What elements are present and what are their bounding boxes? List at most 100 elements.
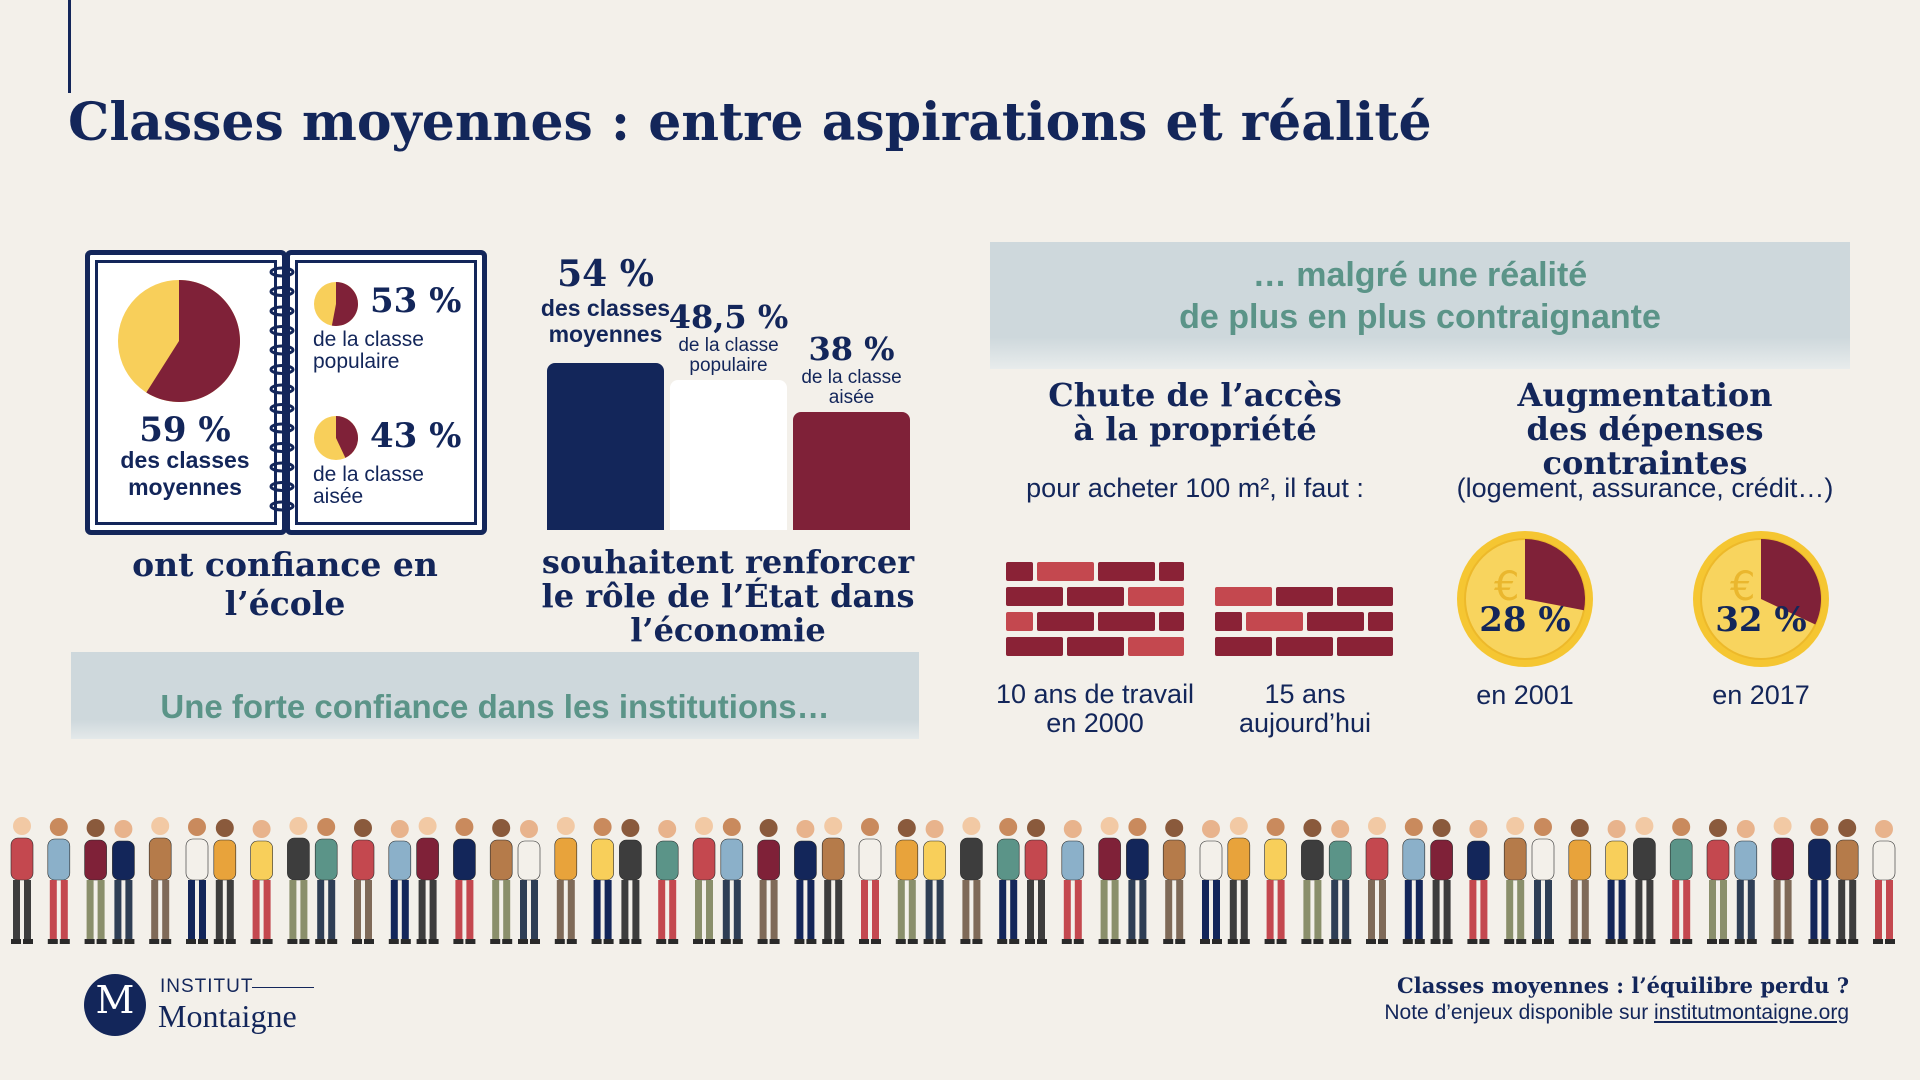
pie-slice-affluent-class: [336, 416, 359, 458]
property-title: Chute de l’accès à la propriété: [985, 378, 1405, 446]
person-figure: [1568, 819, 1592, 944]
coin-2001-year: en 2001: [1476, 680, 1574, 710]
brick: [1246, 612, 1303, 631]
state-bar-pct: 48,5 %: [668, 297, 789, 336]
person-figure: [1734, 820, 1758, 944]
pie-affluent-label: de la classe aisée: [313, 463, 424, 508]
brick: [1006, 612, 1033, 631]
brick: [1006, 637, 1063, 656]
brick: [1128, 587, 1184, 606]
brick: [1215, 612, 1242, 631]
person-figure: [1162, 819, 1186, 944]
page-title: Classes moyennes : entre aspirations et …: [68, 92, 1432, 153]
person-figure: [591, 818, 614, 944]
expenses-subtitle: (logement, assurance, crédit…): [1456, 473, 1834, 503]
person-figure: [757, 819, 780, 944]
state-bar: [547, 362, 664, 530]
spiral-ring: [269, 442, 295, 453]
person-figure: [1808, 818, 1831, 944]
note-line: Note d’enjeux disponible sur institutmon…: [1384, 1001, 1849, 1025]
person-figure: [895, 819, 919, 944]
coin-2001-pct: 28 %: [1479, 600, 1571, 640]
state-bar-label: de la classe populaire: [678, 334, 779, 376]
brick: [1006, 587, 1063, 606]
title-accent-line: [68, 0, 71, 93]
person-figure: [185, 818, 209, 944]
person-figure: [47, 818, 71, 944]
pie-main-label: des classes moyennes: [120, 447, 250, 500]
person-figure: [112, 820, 135, 944]
brick: [1276, 587, 1333, 606]
expenses-title-line1: Augmentation: [1517, 376, 1773, 414]
property-item-today-line2: aujourd’hui: [1238, 708, 1372, 738]
pie-school-popular: [314, 282, 359, 326]
svg-text:€: €: [1730, 564, 1755, 610]
brick: [1215, 637, 1272, 656]
note-prefix: Note d’enjeux disponible sur: [1384, 1001, 1655, 1024]
person-figure: [1098, 817, 1121, 944]
person-figure: [1126, 818, 1149, 944]
person-figure: [996, 818, 1020, 944]
spiral-ring: [269, 344, 295, 356]
note-title: Classes moyennes : l’équilibre perdu ?: [1397, 973, 1849, 998]
state-caption: souhaitent renforcer le rôle de l’État d…: [541, 543, 915, 649]
spiral-ring: [269, 286, 295, 297]
property-item-2000: 10 ans de travail en 2000: [975, 680, 1215, 738]
person-figure: [489, 819, 513, 944]
spiral-ring: [269, 383, 295, 395]
logo-line1: INSTITUT: [160, 976, 254, 997]
coin-slice-2017: [1761, 539, 1822, 625]
institutions-banner-text: Une forte confiance dans les institution…: [160, 688, 830, 725]
person-figure: [213, 819, 237, 944]
svg-text:€: €: [1494, 564, 1519, 610]
person-figure: [351, 819, 375, 944]
logo-rule: [252, 987, 314, 988]
brick: [1215, 587, 1272, 606]
note-link[interactable]: institutmontaigne.org: [1654, 1001, 1849, 1024]
spiral-ring: [269, 325, 295, 336]
person-figure: [1328, 820, 1352, 944]
logo-line2: Montaigne: [158, 998, 297, 1034]
property-item-today: 15 ans aujourd’hui: [1195, 680, 1415, 738]
state-bar: [793, 412, 910, 530]
person-figure: [1402, 818, 1426, 944]
person-figure: [1633, 817, 1656, 944]
person-figure: [1024, 819, 1048, 944]
person-figure: [923, 820, 946, 944]
person-figure: [619, 819, 642, 944]
person-figure: [1430, 819, 1453, 944]
brick: [1128, 637, 1184, 656]
brick: [1098, 562, 1155, 581]
coin-slice-2001: [1525, 539, 1586, 611]
state-bar-pct: 54 %: [557, 252, 654, 295]
person-figure: [1706, 819, 1730, 944]
state-bar-label: de la classe aisée: [801, 367, 902, 409]
state-bar-pct: 38 %: [808, 330, 895, 369]
person-figure: [655, 820, 679, 944]
institutions-banner: [71, 652, 919, 739]
coin-2017-year: en 2017: [1712, 680, 1810, 710]
person-figure: [1264, 818, 1287, 944]
person-figure: [1872, 820, 1896, 944]
logo-letter: M: [95, 978, 135, 1022]
pie-affluent-pct: 43 %: [370, 416, 462, 456]
spiral-ring: [269, 266, 295, 278]
brick: [1307, 612, 1364, 631]
reality-banner-line1: … malgré une réalité: [1252, 256, 1588, 294]
people-crowd-illustration: [10, 817, 1896, 944]
coin-2017-pct: 32 %: [1715, 600, 1807, 640]
spiral-ring: [269, 481, 295, 492]
person-figure: [858, 818, 882, 944]
property-title-line2: à la propriété: [1073, 410, 1317, 448]
person-figure: [250, 820, 273, 944]
brick: [1368, 612, 1393, 631]
brick: [1067, 637, 1124, 656]
person-figure: [1301, 819, 1324, 944]
property-item-2000-line1: 10 ans de travail: [995, 679, 1195, 709]
person-figure: [1605, 820, 1628, 944]
state-bar-label: des classes moyennes: [540, 294, 671, 347]
reality-banner-text: … malgré une réalité de plus en plus con…: [990, 254, 1850, 338]
person-figure: [821, 817, 845, 944]
person-figure: [517, 820, 541, 944]
person-figure: [314, 818, 338, 944]
